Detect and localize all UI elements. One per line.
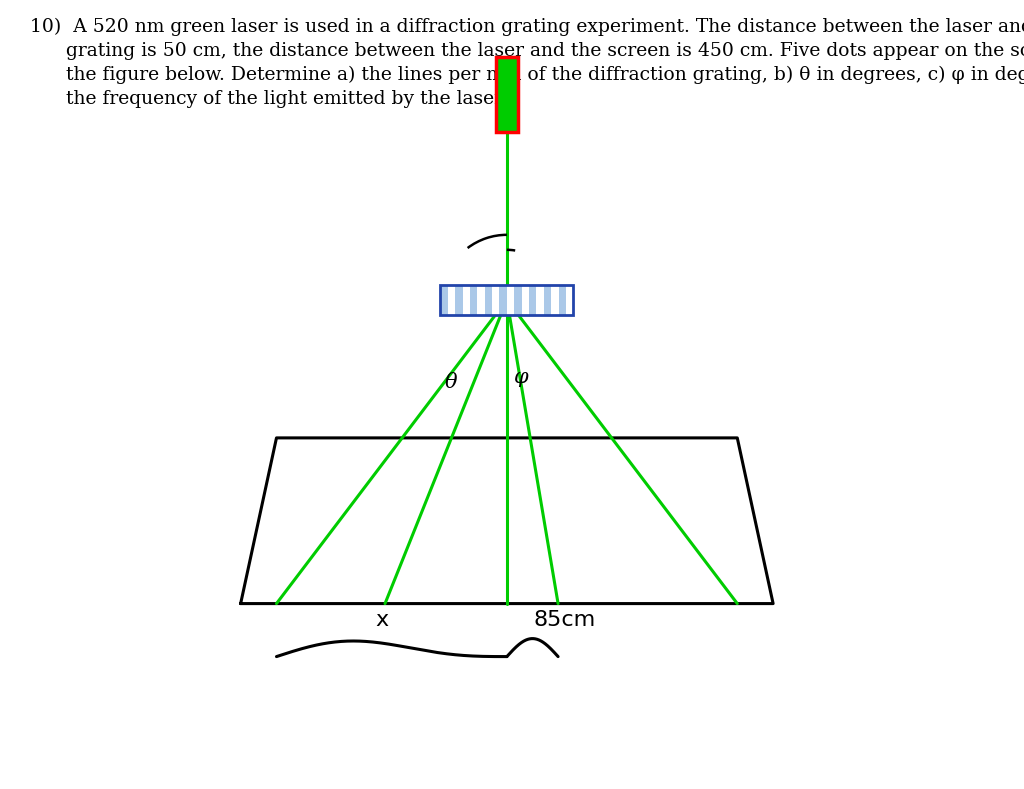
Bar xyxy=(470,285,477,315)
Text: the frequency of the light emitted by the laser.: the frequency of the light emitted by th… xyxy=(30,90,507,108)
Text: grating is 50 cm, the distance between the laser and the screen is 450 cm. Five : grating is 50 cm, the distance between t… xyxy=(30,42,1024,60)
Bar xyxy=(537,285,544,315)
Bar xyxy=(447,285,455,315)
Bar xyxy=(496,57,518,132)
Bar xyxy=(544,285,551,315)
Text: φ: φ xyxy=(514,368,528,387)
Text: 85cm: 85cm xyxy=(534,610,596,630)
Bar xyxy=(559,285,566,315)
Text: θ: θ xyxy=(444,372,458,392)
Text: the figure below. Determine a) the lines per mm of the diffraction grating, b) θ: the figure below. Determine a) the lines… xyxy=(30,66,1024,84)
Bar xyxy=(566,285,573,315)
Bar xyxy=(514,285,521,315)
Bar xyxy=(507,285,514,315)
Bar xyxy=(455,285,463,315)
Bar xyxy=(440,285,573,315)
Bar xyxy=(529,285,537,315)
Bar xyxy=(551,285,559,315)
Bar xyxy=(440,285,447,315)
Text: x: x xyxy=(375,610,388,630)
Bar xyxy=(521,285,529,315)
Bar xyxy=(463,285,470,315)
Bar xyxy=(500,285,507,315)
Text: 10)  A 520 nm green laser is used in a diffraction grating experiment. The dista: 10) A 520 nm green laser is used in a di… xyxy=(30,18,1024,36)
Bar xyxy=(493,285,500,315)
Bar xyxy=(477,285,484,315)
Bar xyxy=(484,285,493,315)
